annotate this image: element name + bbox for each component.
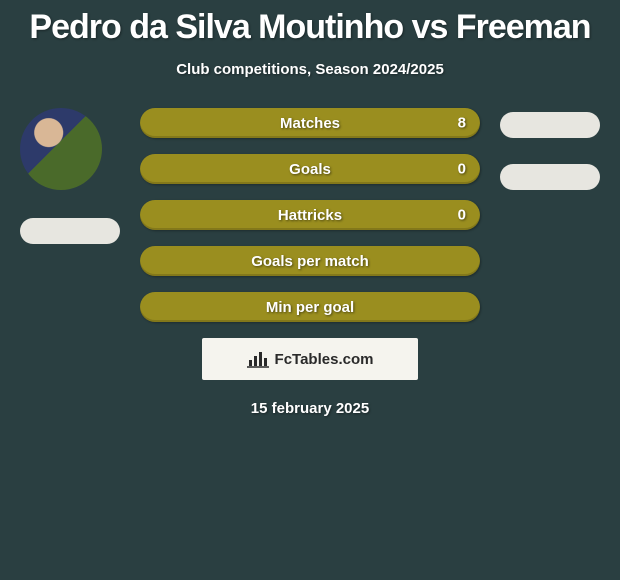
stat-value-right: 0 [458, 161, 466, 178]
player-left-name-pill [20, 218, 120, 244]
stat-row-hattricks: Hattricks 0 [140, 200, 480, 230]
subtitle: Club competitions, Season 2024/2025 [0, 61, 620, 78]
stat-label: Matches [280, 115, 340, 132]
date-text: 15 february 2025 [0, 400, 620, 417]
comparison-area: Matches 8 Goals 0 Hattricks 0 Goals per … [0, 108, 620, 417]
stat-row-matches: Matches 8 [140, 108, 480, 138]
stat-value-right: 0 [458, 207, 466, 224]
player-left-avatar [20, 108, 102, 190]
stat-row-goals: Goals 0 [140, 154, 480, 184]
stat-label: Hattricks [278, 207, 342, 224]
stat-value-right: 8 [458, 115, 466, 132]
stat-label: Goals per match [251, 253, 369, 270]
player-right-pill-1 [500, 112, 600, 138]
badge-text: FcTables.com [275, 351, 374, 368]
source-badge: FcTables.com [202, 338, 418, 380]
stat-bars: Matches 8 Goals 0 Hattricks 0 Goals per … [140, 108, 480, 322]
stat-row-min-per-goal: Min per goal [140, 292, 480, 322]
stat-row-goals-per-match: Goals per match [140, 246, 480, 276]
page-title: Pedro da Silva Moutinho vs Freeman [0, 0, 620, 47]
bar-chart-icon [247, 350, 269, 368]
stat-label: Min per goal [266, 299, 354, 316]
player-right-pill-2 [500, 164, 600, 190]
stat-label: Goals [289, 161, 331, 178]
